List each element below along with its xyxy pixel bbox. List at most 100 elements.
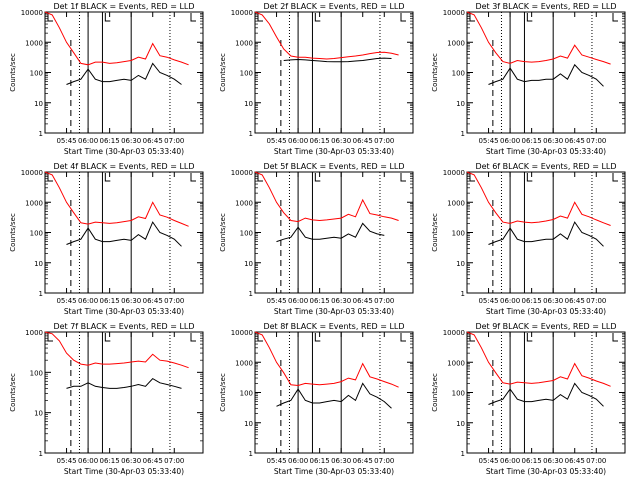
segment-flag — [257, 173, 263, 182]
detector-panel-6: Det 6f BLACK = Events, RED = LLD Counts/s… — [431, 162, 626, 316]
x-tick-label: 06:15 — [522, 297, 542, 305]
y-tick-label: 1000 — [235, 39, 253, 47]
segment-flag — [257, 333, 263, 342]
x-tick-label: 05:45 — [478, 297, 498, 305]
x-tick-label: 06:30 — [121, 137, 141, 145]
detector-panel-1: Det 1f BLACK = Events, RED = LLD Counts/s… — [9, 2, 204, 156]
events-rate-line — [488, 382, 604, 407]
y-tick-label: 1 — [461, 450, 465, 458]
segment-flag — [400, 333, 406, 342]
y-axis-label: Counts/sec — [9, 213, 17, 252]
events-rate-line — [283, 57, 392, 63]
segment-flag — [526, 13, 533, 22]
x-tick-label: 06:30 — [543, 137, 563, 145]
detector-panel-3: Det 3f BLACK = Events, RED = LLD Counts/s… — [431, 2, 626, 156]
events-rate-line — [66, 377, 182, 389]
y-tick-label: 10 — [244, 100, 253, 108]
x-tick-label: 06:00 — [500, 137, 520, 145]
y-axis-label: Counts/sec — [219, 213, 227, 252]
y-tick-label: 10 — [34, 260, 43, 268]
x-tick-label: 06:00 — [78, 137, 98, 145]
y-tick-label: 10000 — [21, 169, 43, 177]
y-tick-label: 10 — [456, 420, 465, 428]
x-tick-label: 05:45 — [266, 297, 286, 305]
y-tick-label: 1 — [39, 450, 43, 458]
x-tick-label: 06:30 — [543, 457, 563, 465]
y-tick-label: 1 — [461, 130, 465, 138]
segment-flag — [314, 13, 321, 22]
y-tick-label: 10 — [244, 420, 253, 428]
x-tick-label: 05:45 — [56, 457, 76, 465]
y-axis-label: Counts/sec — [219, 53, 227, 92]
y-tick-label: 1000 — [25, 199, 43, 207]
x-tick-label: 07:00 — [374, 137, 394, 145]
x-tick-label: 05:45 — [56, 297, 76, 305]
y-tick-label: 1000 — [447, 359, 465, 367]
x-tick-label: 07:00 — [586, 137, 606, 145]
plot-frame — [254, 11, 414, 134]
x-tick-label: 06:30 — [331, 137, 351, 145]
segment-flag — [190, 13, 196, 22]
x-axis-label: Start Time (30-Apr-03 05:33:40) — [64, 147, 184, 156]
segment-flag — [190, 333, 196, 342]
x-tick-label: 06:45 — [565, 457, 585, 465]
x-tick-label: 06:15 — [310, 297, 330, 305]
y-tick-label: 100 — [240, 70, 253, 78]
y-tick-label: 100 — [452, 390, 465, 398]
plot-frame — [44, 11, 204, 134]
y-tick-label: 1000 — [25, 39, 43, 47]
segment-flag — [190, 173, 196, 182]
segment-flag — [612, 13, 618, 22]
x-tick-label: 06:45 — [143, 137, 163, 145]
x-tick-label: 06:15 — [310, 137, 330, 145]
x-tick-label: 05:45 — [266, 137, 286, 145]
x-tick-label: 06:45 — [353, 137, 373, 145]
segment-flag — [469, 333, 475, 342]
chart-title: Det 5f BLACK = Events, RED = LLD — [263, 162, 404, 171]
lld-rate-line — [44, 11, 189, 66]
x-tick-label: 06:00 — [78, 457, 98, 465]
x-tick-label: 06:15 — [100, 297, 120, 305]
segment-flag — [400, 173, 406, 182]
y-tick-label: 1 — [249, 290, 253, 298]
y-tick-label: 1 — [249, 450, 253, 458]
x-tick-label: 07:00 — [374, 297, 394, 305]
x-tick-label: 07:00 — [164, 297, 184, 305]
y-tick-label: 1000 — [447, 39, 465, 47]
x-tick-label: 06:45 — [353, 297, 373, 305]
segment-flag — [469, 173, 475, 182]
x-axis-label: Start Time (30-Apr-03 05:33:40) — [486, 147, 606, 156]
chart-title: Det 2f BLACK = Events, RED = LLD — [263, 2, 404, 11]
chart-title: Det 9f BLACK = Events, RED = LLD — [475, 322, 616, 331]
y-axis-label: Counts/sec — [9, 53, 17, 92]
x-axis-label: Start Time (30-Apr-03 05:33:40) — [274, 307, 394, 316]
y-tick-label: 100 — [240, 230, 253, 238]
x-axis-label: Start Time (30-Apr-03 05:33:40) — [64, 467, 184, 476]
y-tick-label: 1000 — [447, 199, 465, 207]
segment-flag — [47, 13, 53, 22]
y-tick-label: 1000 — [235, 199, 253, 207]
y-tick-label: 10 — [456, 260, 465, 268]
y-tick-label: 10 — [34, 410, 43, 418]
y-axis-label: Counts/sec — [431, 53, 439, 92]
x-tick-label: 06:30 — [331, 297, 351, 305]
x-tick-label: 05:45 — [56, 137, 76, 145]
plot-frame — [466, 331, 626, 454]
y-tick-label: 100 — [240, 390, 253, 398]
segment-flag — [314, 173, 321, 182]
y-tick-label: 1000 — [25, 329, 43, 337]
chart-title: Det 3f BLACK = Events, RED = LLD — [475, 2, 616, 11]
y-tick-label: 10 — [34, 100, 43, 108]
y-tick-label: 1 — [249, 130, 253, 138]
plot-frame — [44, 331, 204, 454]
x-tick-label: 07:00 — [164, 137, 184, 145]
x-axis-label: Start Time (30-Apr-03 05:33:40) — [274, 467, 394, 476]
lld-rate-line — [254, 11, 399, 60]
x-tick-label: 05:45 — [266, 457, 286, 465]
y-tick-label: 10000 — [443, 9, 465, 17]
segment-flag — [612, 333, 618, 342]
segment-flag — [400, 13, 406, 22]
detector-panel-7: Det 7f BLACK = Events, RED = LLD Counts/s… — [9, 322, 204, 476]
y-tick-label: 100 — [30, 70, 43, 78]
segment-flag — [47, 173, 53, 182]
